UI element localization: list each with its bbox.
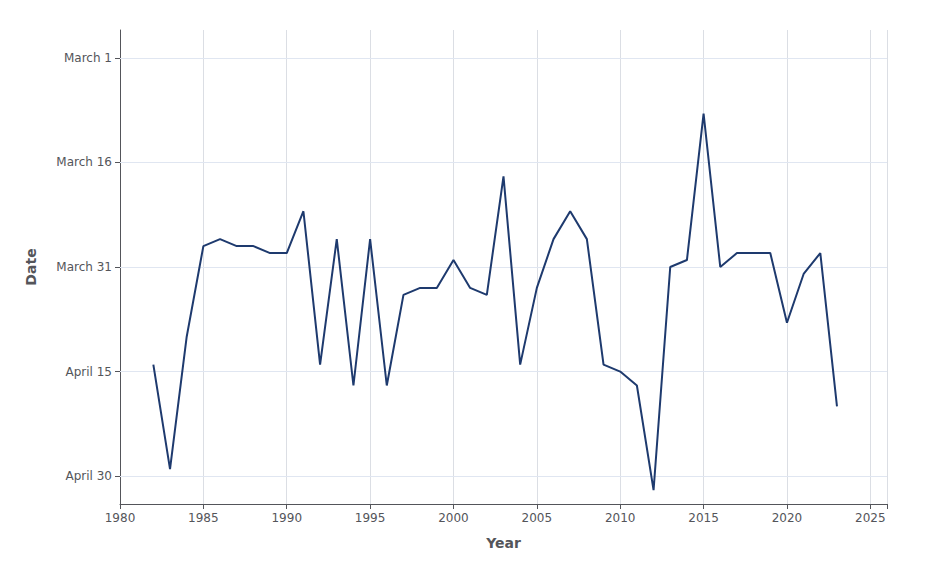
svg-text:March 1: March 1 <box>64 51 112 65</box>
svg-text:2005: 2005 <box>522 511 553 525</box>
svg-text:March 31: March 31 <box>56 260 112 274</box>
svg-text:March 16: March 16 <box>56 155 112 169</box>
svg-text:1980: 1980 <box>105 511 136 525</box>
svg-text:1990: 1990 <box>271 511 302 525</box>
svg-text:Date: Date <box>23 248 39 285</box>
svg-text:2015: 2015 <box>688 511 719 525</box>
svg-text:1995: 1995 <box>355 511 386 525</box>
svg-text:2020: 2020 <box>772 511 803 525</box>
svg-text:2025: 2025 <box>855 511 886 525</box>
svg-text:Year: Year <box>485 535 521 551</box>
svg-text:2000: 2000 <box>438 511 469 525</box>
svg-text:2010: 2010 <box>605 511 636 525</box>
svg-text:1985: 1985 <box>188 511 219 525</box>
svg-text:April 30: April 30 <box>65 469 112 483</box>
svg-text:April 15: April 15 <box>65 365 112 379</box>
